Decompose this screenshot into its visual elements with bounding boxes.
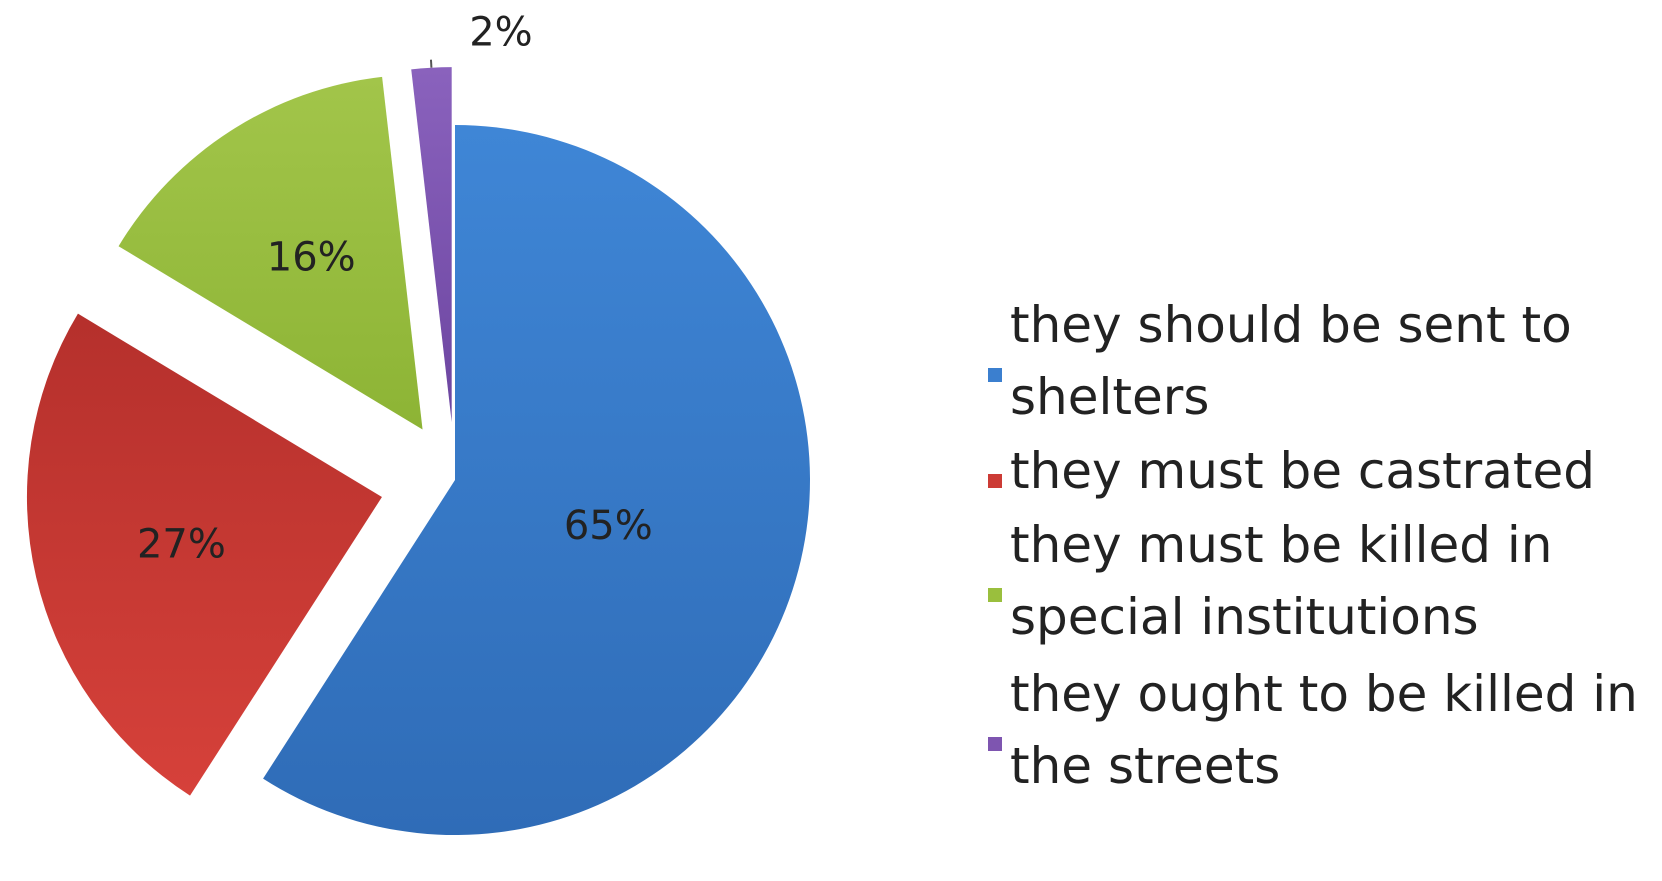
slice-they-should-be-sent-to-shelters: [263, 125, 810, 835]
legend: they should be sent to shelters they must …: [988, 296, 1638, 795]
value-label-they-ought-to-be-killed-in-the-streets: 2%: [469, 10, 532, 56]
legend-label-line: they must be killed in: [1010, 516, 1552, 574]
value-label-they-must-be-castrated: 27%: [137, 522, 226, 568]
legend-label-line: they ought to be killed in: [1010, 665, 1638, 723]
legend-label-line: shelters: [1010, 368, 1209, 426]
legend-marker-they-ought-to-be-killed-in-the-streets: [988, 737, 1002, 751]
legend-label-line: they should be sent to: [1010, 296, 1572, 354]
legend-label-line: the streets: [1010, 737, 1280, 795]
legend-label-line: special institutions: [1010, 588, 1479, 646]
legend-marker-they-should-be-sent-to-shelters: [988, 368, 1002, 382]
legend-item-they-ought-to-be-killed-in-the-streets: they ought to be killed in the streets: [988, 665, 1638, 795]
value-label-they-should-be-sent-to-shelters: 65%: [564, 503, 653, 549]
slice-they-must-be-castrated: [26, 313, 382, 796]
legend-label-line: they must be castrated: [1010, 442, 1595, 500]
slice-they-must-be-killed-in-special-institutions: [118, 76, 423, 430]
legend-marker-they-must-be-castrated: [988, 474, 1002, 488]
legend-item-they-must-be-castrated: they must be castrated: [988, 442, 1595, 500]
legend-item-they-should-be-sent-to-shelters: they should be sent to shelters: [988, 296, 1572, 426]
value-label-they-must-be-killed-in-special-institutions: 16%: [267, 234, 356, 280]
legend-marker-they-must-be-killed-in-special-institutions: [988, 588, 1002, 602]
slice-they-ought-to-be-killed-in-the-streets: [411, 67, 452, 423]
legend-item-they-must-be-killed-in-special-institutions: they must be killed in special institutio…: [988, 516, 1552, 646]
slice-value-labels: 65% 27% 16% 2%: [137, 10, 653, 568]
pie-slices: [26, 67, 810, 835]
